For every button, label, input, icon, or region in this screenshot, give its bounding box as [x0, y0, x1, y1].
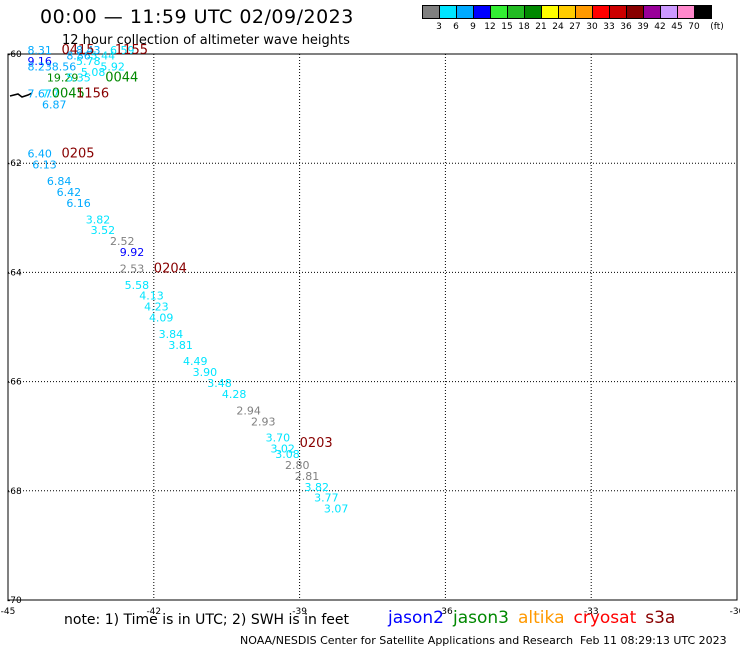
- satellite-legend: jason2 jason3 altika cryosat s3a: [388, 608, 684, 628]
- wave-height-point: 2.53: [120, 262, 145, 275]
- scale-label: (ft): [710, 22, 724, 32]
- wave-height-point: 9.92: [120, 246, 145, 259]
- wave-height-point: 3.84: [159, 328, 184, 341]
- wave-height-point: 6.40: [27, 148, 52, 161]
- scale-label: 18: [518, 22, 530, 32]
- x-tick-label: -42: [146, 607, 161, 617]
- pass-time-label: 1155: [115, 43, 148, 58]
- scale-label: 6: [453, 22, 459, 32]
- wave-height-point: 2.80: [285, 459, 310, 472]
- scale-label: 45: [671, 22, 683, 32]
- wave-height-point: 5.92: [100, 60, 125, 73]
- pass-time-label: 0203: [300, 436, 333, 451]
- legend-entry: jason3: [453, 608, 509, 628]
- wave-height-point: 3.48: [207, 377, 232, 390]
- wave-height-point: 9.16: [27, 55, 52, 68]
- chart-title: 00:00 — 11:59 UTC 02/09/2023: [40, 6, 354, 28]
- wave-height-point: 2.93: [251, 415, 276, 428]
- scale-label: 39: [637, 22, 649, 32]
- scale-label: 21: [535, 22, 547, 32]
- scale-label: 36: [620, 22, 632, 32]
- wave-height-point: 6.59: [110, 44, 135, 57]
- y-tick-label: -68: [7, 487, 22, 497]
- pass-time-label: 1156: [76, 87, 109, 102]
- wave-height-point: 8.23: [27, 60, 52, 73]
- wave-height-point: 3.07: [324, 503, 349, 516]
- legend-entry: jason2: [388, 608, 444, 628]
- wave-height-point: 4.49: [183, 355, 208, 368]
- wave-height-point: 7.67: [27, 88, 52, 101]
- wave-height-point: 3.82: [304, 481, 329, 494]
- wave-height-point: 3.70: [266, 432, 291, 445]
- x-tick-label: -36: [438, 607, 453, 617]
- units-note: note: 1) Time is in UTC; 2) SWH is in fe…: [64, 612, 350, 628]
- scale-label: 24: [552, 22, 564, 32]
- wave-height-point: 3.52: [91, 224, 116, 237]
- wave-height-point: 6.16: [66, 197, 91, 210]
- wave-height-point: 8.43: [76, 44, 101, 57]
- scale-label: 70: [688, 22, 700, 32]
- wave-height-point: 6.87: [42, 99, 67, 112]
- wave-height-point: 4.13: [139, 290, 164, 303]
- wave-height-point: 5.35: [66, 71, 91, 84]
- wave-height-point: 5.78: [76, 55, 101, 68]
- wave-height-point: 2.81: [295, 470, 320, 483]
- wave-height-point: 2.94: [236, 404, 260, 417]
- x-tick-label: -33: [584, 607, 599, 617]
- pass-time-label: 0044: [105, 70, 138, 85]
- legend-entry: s3a: [645, 608, 676, 628]
- wave-height-point: 7.7: [42, 88, 60, 101]
- wave-height-point: 5.08: [81, 66, 106, 79]
- scale-label: 33: [603, 22, 615, 32]
- y-tick-label: -64: [7, 268, 22, 278]
- pass-time-label: 0045: [52, 87, 85, 102]
- pass-time-label: 0415: [61, 43, 94, 58]
- wave-height-point: 8.31: [27, 44, 52, 57]
- y-tick-label: -70: [7, 596, 22, 606]
- wave-height-point: 8.56: [52, 60, 77, 73]
- wave-height-point: 3.77: [314, 492, 339, 505]
- wave-height-point: 3.90: [193, 366, 218, 379]
- scale-label: 27: [569, 22, 581, 32]
- wave-height-point: 3.02: [270, 443, 295, 456]
- wave-height-point: 6.84: [47, 175, 72, 188]
- wave-height-point: 3.08: [275, 448, 300, 461]
- wave-height-point: 8.86: [66, 49, 91, 62]
- wave-height-point: 3.82: [86, 213, 111, 226]
- legend-entry: altika: [518, 608, 565, 628]
- y-tick-label: -62: [7, 159, 22, 169]
- plot-frame: [7, 53, 738, 601]
- wave-height-point: 19.29: [47, 71, 79, 84]
- color-scale-bar: [422, 5, 712, 19]
- credit-footer: NOAA/NESDIS Center for Satellite Applica…: [240, 634, 574, 647]
- generated-timestamp: Feb 11 08:29:13 UTC 2023: [580, 634, 727, 647]
- wave-height-point: 5.58: [125, 279, 150, 292]
- scale-label: 12: [484, 22, 496, 32]
- wave-height-point: 2.52: [110, 235, 135, 248]
- wave-height-point: 4.23: [144, 301, 169, 314]
- scale-swatch: [694, 5, 712, 19]
- legend-entry: cryosat: [573, 608, 637, 628]
- x-tick-label: -39: [292, 607, 307, 617]
- x-tick-label: -45: [1, 607, 16, 617]
- scale-label: 3: [436, 22, 442, 32]
- scale-label: 9: [470, 22, 476, 32]
- y-tick-label: -60: [7, 50, 22, 60]
- chart-subtitle: 12 hour collection of altimeter wave hei…: [62, 33, 350, 48]
- wave-height-point: 6.42: [57, 186, 82, 199]
- wave-height-point: 6.13: [32, 159, 57, 172]
- pass-time-label: 0204: [154, 261, 187, 276]
- x-tick-label: -30: [730, 607, 740, 617]
- wave-height-point: 5.44: [91, 49, 116, 62]
- wave-height-point: 4.09: [149, 312, 174, 325]
- scale-label: 42: [654, 22, 666, 32]
- y-tick-label: -66: [7, 378, 22, 388]
- wave-height-point: 4.28: [222, 388, 247, 401]
- pass-time-label: 0205: [61, 147, 94, 162]
- scale-label: 30: [586, 22, 598, 32]
- wave-height-point: 3.81: [168, 339, 193, 352]
- land-outline: [9, 92, 33, 98]
- scale-label: 15: [501, 22, 513, 32]
